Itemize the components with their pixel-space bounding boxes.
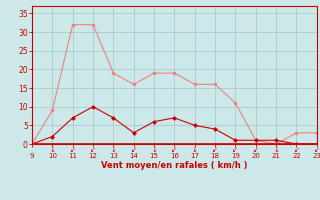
X-axis label: Vent moyen/en rafales ( km/h ): Vent moyen/en rafales ( km/h )	[101, 161, 248, 170]
